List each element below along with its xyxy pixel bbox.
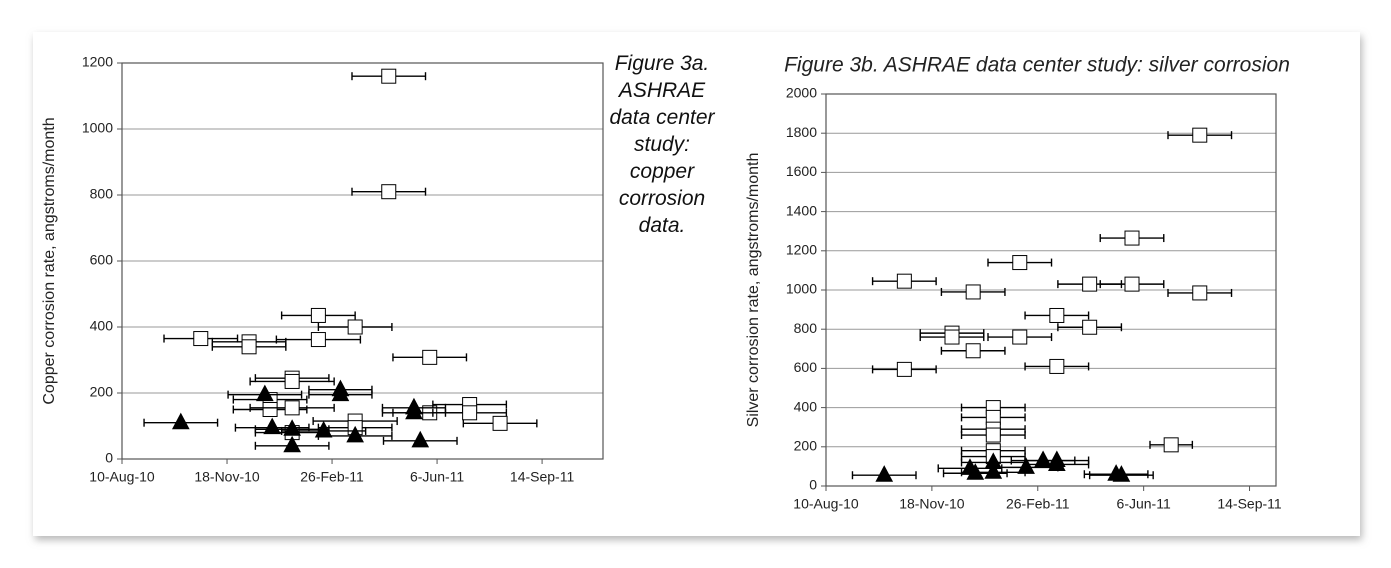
point — [346, 425, 364, 443]
point — [984, 462, 1003, 479]
y-tick-label: 200 — [794, 438, 818, 454]
point — [965, 343, 981, 359]
point — [310, 307, 326, 323]
point — [331, 384, 350, 402]
point — [1047, 454, 1066, 471]
point — [1082, 276, 1098, 292]
point — [422, 349, 438, 365]
plot-area — [825, 93, 1277, 487]
point — [984, 452, 1003, 469]
x-tick-label: 10-Aug-10 — [89, 469, 155, 485]
point — [1017, 457, 1035, 474]
x-tick-label: 6-Jun-11 — [410, 469, 464, 485]
point — [314, 420, 333, 438]
y-tick-label: 2000 — [786, 85, 817, 101]
point — [171, 412, 190, 430]
y-axis-label: Copper corrosion rate, angstroms/month — [41, 117, 58, 404]
y-tick-label: 1200 — [786, 242, 817, 258]
point — [405, 402, 423, 420]
point — [1192, 285, 1208, 301]
y-tick-label: 800 — [794, 320, 818, 336]
point — [310, 332, 326, 348]
y-tick-label: 1400 — [786, 202, 817, 218]
point — [241, 339, 257, 355]
x-tick-label: 18-Nov-10 — [194, 469, 260, 485]
y-tick-label: 400 — [794, 398, 818, 414]
point — [411, 430, 430, 448]
y-tick-label: 1800 — [786, 124, 817, 140]
y-tick-label: 800 — [90, 186, 114, 202]
x-tick-label: 14-Sep-11 — [510, 469, 575, 485]
point — [944, 329, 960, 345]
y-tick-label: 1200 — [82, 54, 113, 70]
point — [1049, 307, 1065, 323]
point — [381, 184, 397, 200]
x-tick-label: 14-Sep-11 — [1217, 496, 1282, 512]
point — [1012, 255, 1028, 271]
chart-title: Figure 3a. ASHRAE data center study: cop… — [609, 52, 715, 237]
point — [1012, 329, 1028, 345]
x-tick-label: 18-Nov-10 — [899, 496, 965, 512]
y-tick-label: 600 — [794, 359, 818, 375]
point — [1082, 319, 1098, 335]
chart-title: Figure 3b. ASHRAE data center study: sil… — [784, 54, 1290, 77]
point — [262, 402, 278, 417]
y-tick-label: 1000 — [82, 120, 113, 136]
point — [1192, 127, 1208, 143]
plot-area — [121, 62, 604, 460]
y-axis-label: Silver corrosion rate, angstroms/month — [745, 153, 762, 428]
point — [965, 284, 981, 300]
point — [284, 373, 300, 389]
point — [985, 427, 1001, 443]
point — [1124, 230, 1140, 246]
point — [1124, 276, 1140, 292]
y-tick-label: 400 — [90, 318, 114, 334]
point — [255, 384, 274, 402]
point — [1049, 358, 1065, 374]
point — [284, 400, 300, 416]
x-tick-label: 26-Feb-11 — [1006, 496, 1070, 512]
point — [283, 435, 301, 453]
point — [1034, 450, 1052, 468]
y-tick-label: 0 — [105, 450, 113, 466]
point — [1112, 465, 1131, 482]
x-tick-label: 10-Aug-10 — [793, 496, 859, 512]
point — [875, 465, 894, 482]
y-tick-label: 1000 — [786, 281, 817, 297]
point — [896, 361, 912, 377]
x-tick-label: 6-Jun-11 — [1117, 496, 1171, 512]
y-tick-label: 0 — [809, 477, 817, 493]
point — [193, 331, 209, 347]
point — [347, 319, 363, 335]
y-tick-label: 600 — [90, 252, 114, 268]
point — [462, 405, 478, 421]
x-tick-label: 26-Feb-11 — [300, 469, 364, 485]
y-tick-label: 1600 — [786, 163, 817, 179]
point — [381, 68, 397, 84]
point — [896, 273, 912, 289]
point — [492, 415, 508, 431]
y-tick-label: 200 — [90, 384, 114, 400]
point — [1163, 437, 1179, 453]
